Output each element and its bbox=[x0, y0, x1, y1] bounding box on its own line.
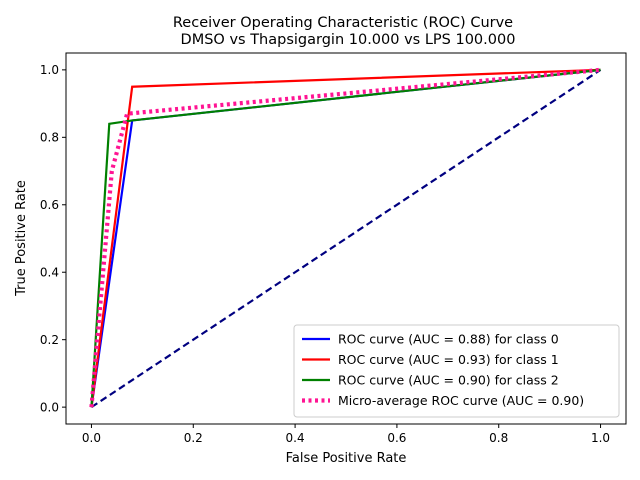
y-tick-label: 0.4 bbox=[40, 266, 59, 280]
legend-label-0: ROC curve (AUC = 0.88) for class 0 bbox=[338, 332, 559, 347]
reference-diagonal-line bbox=[90, 68, 602, 409]
x-tick-label: 0.0 bbox=[82, 431, 101, 445]
series-layer bbox=[89, 67, 602, 409]
x-tick-label: 1.0 bbox=[591, 431, 610, 445]
legend-box bbox=[293, 324, 620, 418]
y-axis-label: True Positive Rate bbox=[14, 180, 29, 297]
x-tick-label: 0.8 bbox=[489, 431, 508, 445]
axes-frame bbox=[65, 52, 627, 425]
x-tick-label: 0.4 bbox=[286, 431, 305, 445]
x-axis: 0.0 0.2 0.4 0.6 0.8 1.0 bbox=[82, 424, 610, 445]
legend-label-3: Micro-average ROC curve (AUC = 0.90) bbox=[338, 393, 584, 408]
y-tick-label: 1.0 bbox=[40, 63, 59, 77]
chart-title: Receiver Operating Characteristic (ROC) … bbox=[173, 15, 513, 31]
y-tick-label: 0.2 bbox=[40, 333, 59, 347]
x-tick-label: 0.6 bbox=[387, 431, 406, 445]
x-tick-label: 0.2 bbox=[184, 431, 203, 445]
legend-label-1: ROC curve (AUC = 0.93) for class 1 bbox=[338, 352, 559, 367]
legend: ROC curve (AUC = 0.88) for class 0 ROC cu… bbox=[293, 324, 620, 418]
series-line-1 bbox=[90, 68, 601, 408]
y-tick-label: 0.8 bbox=[40, 131, 59, 145]
chart-subtitle: DMSO vs Thapsigargin 10.000 vs LPS 100.0… bbox=[181, 32, 516, 48]
y-axis: 0.0 0.2 0.4 0.6 0.8 1.0 bbox=[40, 63, 66, 414]
series-line-3 bbox=[89, 67, 601, 408]
x-axis-label: False Positive Rate bbox=[286, 451, 407, 466]
y-tick-label: 0.0 bbox=[40, 400, 59, 414]
y-tick-label: 0.6 bbox=[40, 198, 59, 212]
legend-label-2: ROC curve (AUC = 0.90) for class 2 bbox=[338, 373, 559, 388]
series-line-2 bbox=[90, 68, 601, 408]
